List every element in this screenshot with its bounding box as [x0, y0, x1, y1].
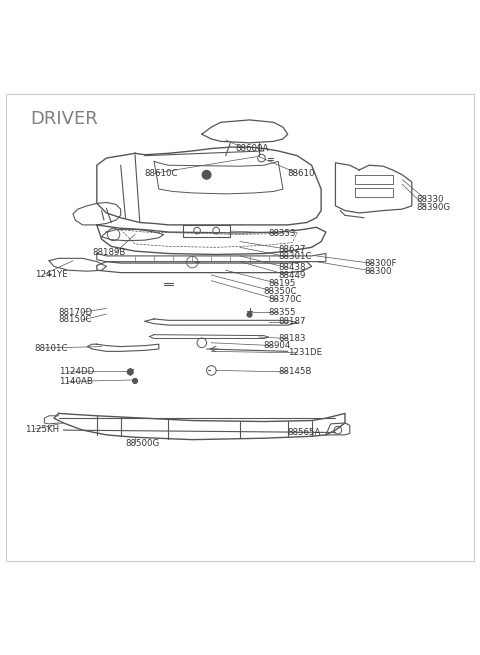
Text: 88195: 88195	[269, 279, 296, 288]
Text: 88189B: 88189B	[92, 248, 125, 257]
Circle shape	[132, 379, 137, 383]
Text: 1124DD: 1124DD	[59, 367, 94, 377]
Text: 88353: 88353	[269, 229, 296, 238]
Text: 88600A: 88600A	[235, 144, 269, 153]
Text: 88438: 88438	[278, 263, 306, 272]
Text: 88183: 88183	[278, 334, 306, 343]
Text: 88565A: 88565A	[288, 428, 321, 437]
Text: 88610C: 88610C	[144, 169, 178, 178]
Text: 1140AB: 1140AB	[59, 377, 93, 386]
Text: 88301C: 88301C	[278, 252, 312, 261]
Text: 1231DE: 1231DE	[288, 348, 322, 357]
Text: 88170D: 88170D	[58, 308, 92, 317]
Text: 88150C: 88150C	[59, 315, 92, 324]
Circle shape	[202, 170, 211, 179]
Text: 88610: 88610	[288, 169, 315, 178]
Text: 88500G: 88500G	[125, 439, 160, 448]
Text: 1125KH: 1125KH	[25, 424, 60, 434]
Text: 88904: 88904	[264, 341, 291, 350]
Text: 88300F: 88300F	[364, 259, 396, 268]
Text: 88350C: 88350C	[264, 287, 298, 295]
Text: 88300: 88300	[364, 267, 392, 276]
Circle shape	[127, 369, 133, 375]
Text: DRIVER: DRIVER	[30, 110, 98, 128]
Text: 88355: 88355	[269, 308, 296, 317]
Text: 88370C: 88370C	[269, 295, 302, 305]
Text: 88187: 88187	[278, 317, 306, 326]
Text: 88101C: 88101C	[35, 343, 68, 352]
Text: 88627: 88627	[278, 245, 306, 253]
Circle shape	[247, 312, 252, 317]
Text: 88449: 88449	[278, 271, 306, 280]
Text: 88330: 88330	[417, 195, 444, 204]
Text: 88390G: 88390G	[417, 203, 451, 212]
Text: 1241YE: 1241YE	[35, 270, 68, 278]
Text: 88145B: 88145B	[278, 367, 312, 377]
